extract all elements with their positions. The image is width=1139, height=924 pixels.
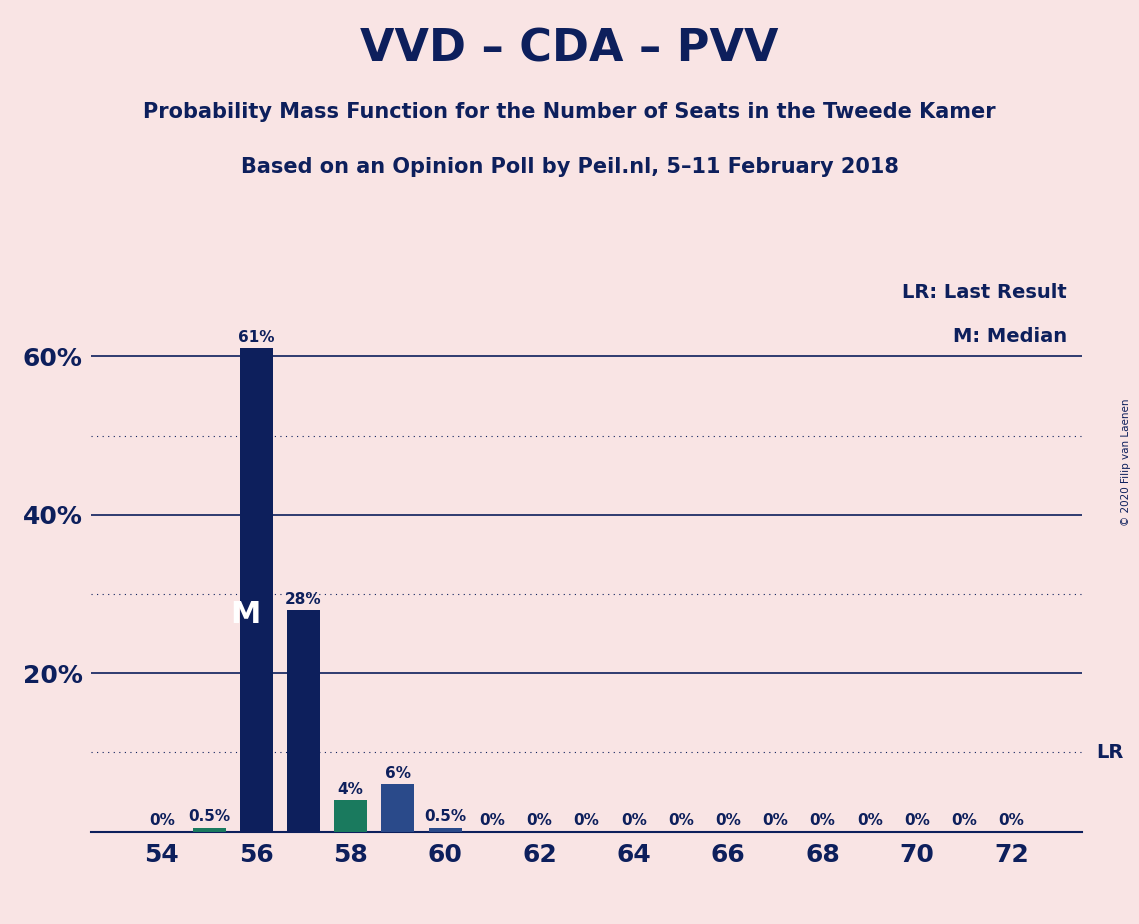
- Text: VVD – CDA – PVV: VVD – CDA – PVV: [360, 28, 779, 71]
- Text: M: Median: M: Median: [953, 327, 1067, 346]
- Text: 0.5%: 0.5%: [188, 809, 230, 824]
- Text: 0%: 0%: [480, 813, 506, 829]
- Bar: [287, 610, 320, 832]
- Text: 0%: 0%: [762, 813, 788, 829]
- Text: 4%: 4%: [337, 782, 363, 796]
- Bar: [428, 828, 461, 832]
- Text: 0%: 0%: [149, 813, 175, 829]
- Text: 61%: 61%: [238, 330, 274, 346]
- Text: Probability Mass Function for the Number of Seats in the Tweede Kamer: Probability Mass Function for the Number…: [144, 102, 995, 122]
- Bar: [382, 784, 415, 832]
- Bar: [334, 800, 367, 832]
- Text: 0%: 0%: [667, 813, 694, 829]
- Text: 0%: 0%: [904, 813, 929, 829]
- Text: 0.5%: 0.5%: [424, 809, 466, 824]
- Text: 0%: 0%: [810, 813, 836, 829]
- Bar: [192, 828, 226, 832]
- Text: 0%: 0%: [998, 813, 1024, 829]
- Text: 6%: 6%: [385, 766, 411, 781]
- Text: Based on an Opinion Poll by Peil.nl, 5–11 February 2018: Based on an Opinion Poll by Peil.nl, 5–1…: [240, 157, 899, 177]
- Text: 0%: 0%: [621, 813, 647, 829]
- Text: M: M: [231, 600, 261, 628]
- Bar: [239, 348, 272, 832]
- Text: 0%: 0%: [526, 813, 552, 829]
- Text: 0%: 0%: [951, 813, 977, 829]
- Text: © 2020 Filip van Laenen: © 2020 Filip van Laenen: [1121, 398, 1131, 526]
- Text: 28%: 28%: [285, 591, 322, 607]
- Text: 0%: 0%: [715, 813, 741, 829]
- Text: LR: Last Result: LR: Last Result: [902, 283, 1067, 302]
- Text: 0%: 0%: [857, 813, 883, 829]
- Text: LR: LR: [1096, 743, 1123, 762]
- Text: 0%: 0%: [574, 813, 599, 829]
